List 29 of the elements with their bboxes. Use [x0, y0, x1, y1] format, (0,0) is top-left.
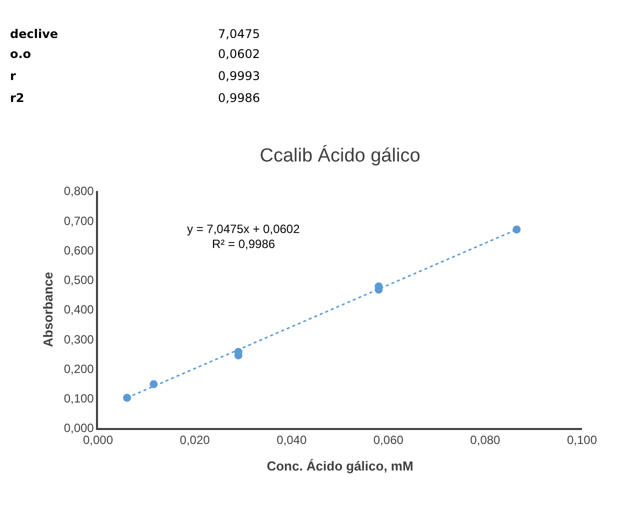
x-tick-label: 0,040: [276, 433, 307, 448]
text: 0,9993: [218, 69, 260, 83]
x-tick-label: 0,000: [82, 433, 114, 448]
text: declive: [10, 27, 58, 41]
y-tick-label: 0,600: [64, 243, 94, 258]
x-tick-label: 0,100: [566, 433, 598, 448]
chart-title: Ccalib Ácido gálico: [260, 144, 420, 167]
point: [512, 226, 521, 234]
y-tick-label: 0,300: [64, 332, 94, 346]
annotation: y = 7,0475x + 0,0602: [187, 222, 300, 236]
text: o.o: [10, 47, 32, 61]
y-tick-label: 0,800: [64, 184, 94, 198]
x-tick-label: 0,060: [373, 433, 404, 448]
text: r: [10, 69, 16, 83]
y-tick-label: 0,200: [64, 362, 94, 376]
text: 0,0602: [218, 47, 260, 61]
y-axis-title: Absorbance: [40, 272, 56, 348]
y-tick-label: 0,500: [64, 273, 94, 288]
y-tick-label: 0,400: [64, 302, 94, 317]
x-tick-label: 0,020: [180, 433, 210, 448]
x-tick-label: 0,080: [470, 433, 501, 448]
text: r2: [10, 91, 24, 105]
annotation: R² = 0,9986: [212, 237, 276, 251]
y-tick-label: 0,700: [64, 214, 94, 228]
y-tick-label: 0,000: [64, 421, 94, 436]
text: 0,9986: [218, 91, 260, 105]
y-tick-label: 0,100: [64, 392, 94, 406]
text: 7,0475: [218, 27, 260, 41]
x-axis-title: Conc. Ácido gálico, mM: [266, 458, 414, 474]
